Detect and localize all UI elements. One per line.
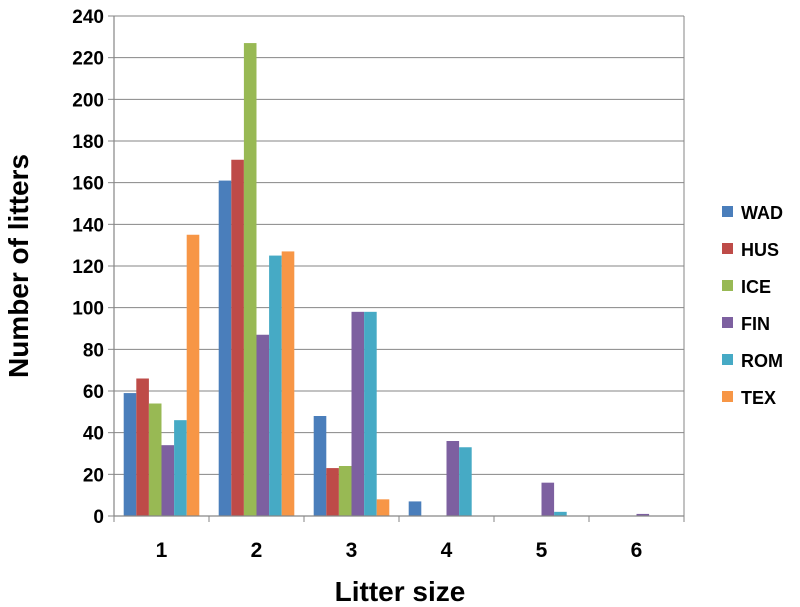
legend-label-wad: WAD bbox=[741, 203, 783, 223]
y-tick-label: 80 bbox=[83, 340, 104, 361]
bar-ice-1 bbox=[148, 403, 162, 516]
bar-wad-2 bbox=[218, 180, 232, 516]
bar-fin-4 bbox=[446, 441, 460, 516]
bar-tex-1 bbox=[186, 234, 200, 516]
bar-rom-4 bbox=[459, 447, 472, 516]
y-tick-label: 0 bbox=[93, 507, 104, 528]
y-tick-label: 240 bbox=[72, 7, 104, 28]
bar-fin-2 bbox=[256, 334, 270, 516]
bar-wad-1 bbox=[123, 393, 137, 516]
legend-swatch-wad bbox=[722, 206, 733, 217]
bar-hus-3 bbox=[326, 468, 339, 516]
legend-swatch-rom bbox=[722, 354, 733, 365]
bar-hus-2 bbox=[231, 159, 244, 516]
legend-swatch-hus bbox=[722, 243, 733, 254]
legend-label-tex: TEX bbox=[741, 388, 776, 408]
legend-label-hus: HUS bbox=[741, 240, 779, 260]
bar-rom-2 bbox=[269, 255, 282, 516]
x-tick-labels: 1 2 3 4 5 6 bbox=[156, 539, 643, 562]
x-tick-label: 2 bbox=[251, 539, 263, 562]
bar-fin-1 bbox=[161, 445, 175, 516]
y-tick-label: 40 bbox=[83, 424, 104, 445]
bar-wad-3 bbox=[313, 416, 327, 516]
bar-tex-3 bbox=[376, 499, 390, 516]
x-tick-label: 5 bbox=[536, 539, 548, 562]
legend: WAD HUS ICE FIN ROM TEX bbox=[722, 203, 783, 408]
y-tick-label: 160 bbox=[72, 174, 104, 195]
y-tick-label: 180 bbox=[72, 132, 104, 153]
y-tick-label: 220 bbox=[72, 49, 104, 70]
bar-tex-2 bbox=[281, 251, 295, 517]
y-tick-label: 140 bbox=[72, 215, 104, 236]
y-tick-labels: 0 20 40 60 80 100 120 140 160 180 200 220 240 bbox=[72, 7, 104, 528]
x-axis-title: Litter size bbox=[335, 576, 466, 607]
bar-wad-4 bbox=[408, 501, 422, 516]
legend-label-ice: ICE bbox=[741, 277, 771, 297]
legend-swatch-ice bbox=[722, 280, 733, 291]
x-tick-label: 1 bbox=[156, 539, 168, 562]
y-tick-label: 20 bbox=[83, 465, 104, 486]
bar-hus-1 bbox=[136, 378, 149, 516]
legend-label-fin: FIN bbox=[741, 314, 770, 334]
x-tick-label: 3 bbox=[346, 539, 358, 562]
x-tick-label: 4 bbox=[441, 539, 453, 562]
bar-fin-3 bbox=[351, 311, 365, 516]
axes bbox=[108, 15, 685, 522]
y-tick-label: 100 bbox=[72, 299, 104, 320]
y-tick-label: 200 bbox=[72, 90, 104, 111]
bar-fin-6 bbox=[636, 513, 650, 516]
bar-rom-1 bbox=[174, 420, 187, 516]
y-axis-title: Number of litters bbox=[3, 154, 34, 378]
bar-rom-3 bbox=[364, 311, 377, 516]
y-tick-label: 120 bbox=[72, 257, 104, 278]
x-tick-label: 6 bbox=[631, 539, 643, 562]
bar-rom-5 bbox=[554, 511, 567, 516]
bars bbox=[123, 43, 650, 517]
gridlines bbox=[114, 15, 685, 516]
bar-ice-3 bbox=[338, 466, 352, 516]
bar-fin-5 bbox=[541, 482, 555, 516]
bar-ice-2 bbox=[243, 43, 257, 516]
legend-label-rom: ROM bbox=[741, 351, 783, 371]
legend-swatch-tex bbox=[722, 391, 733, 402]
y-tick-label: 60 bbox=[83, 382, 104, 403]
legend-swatch-fin bbox=[722, 317, 733, 328]
